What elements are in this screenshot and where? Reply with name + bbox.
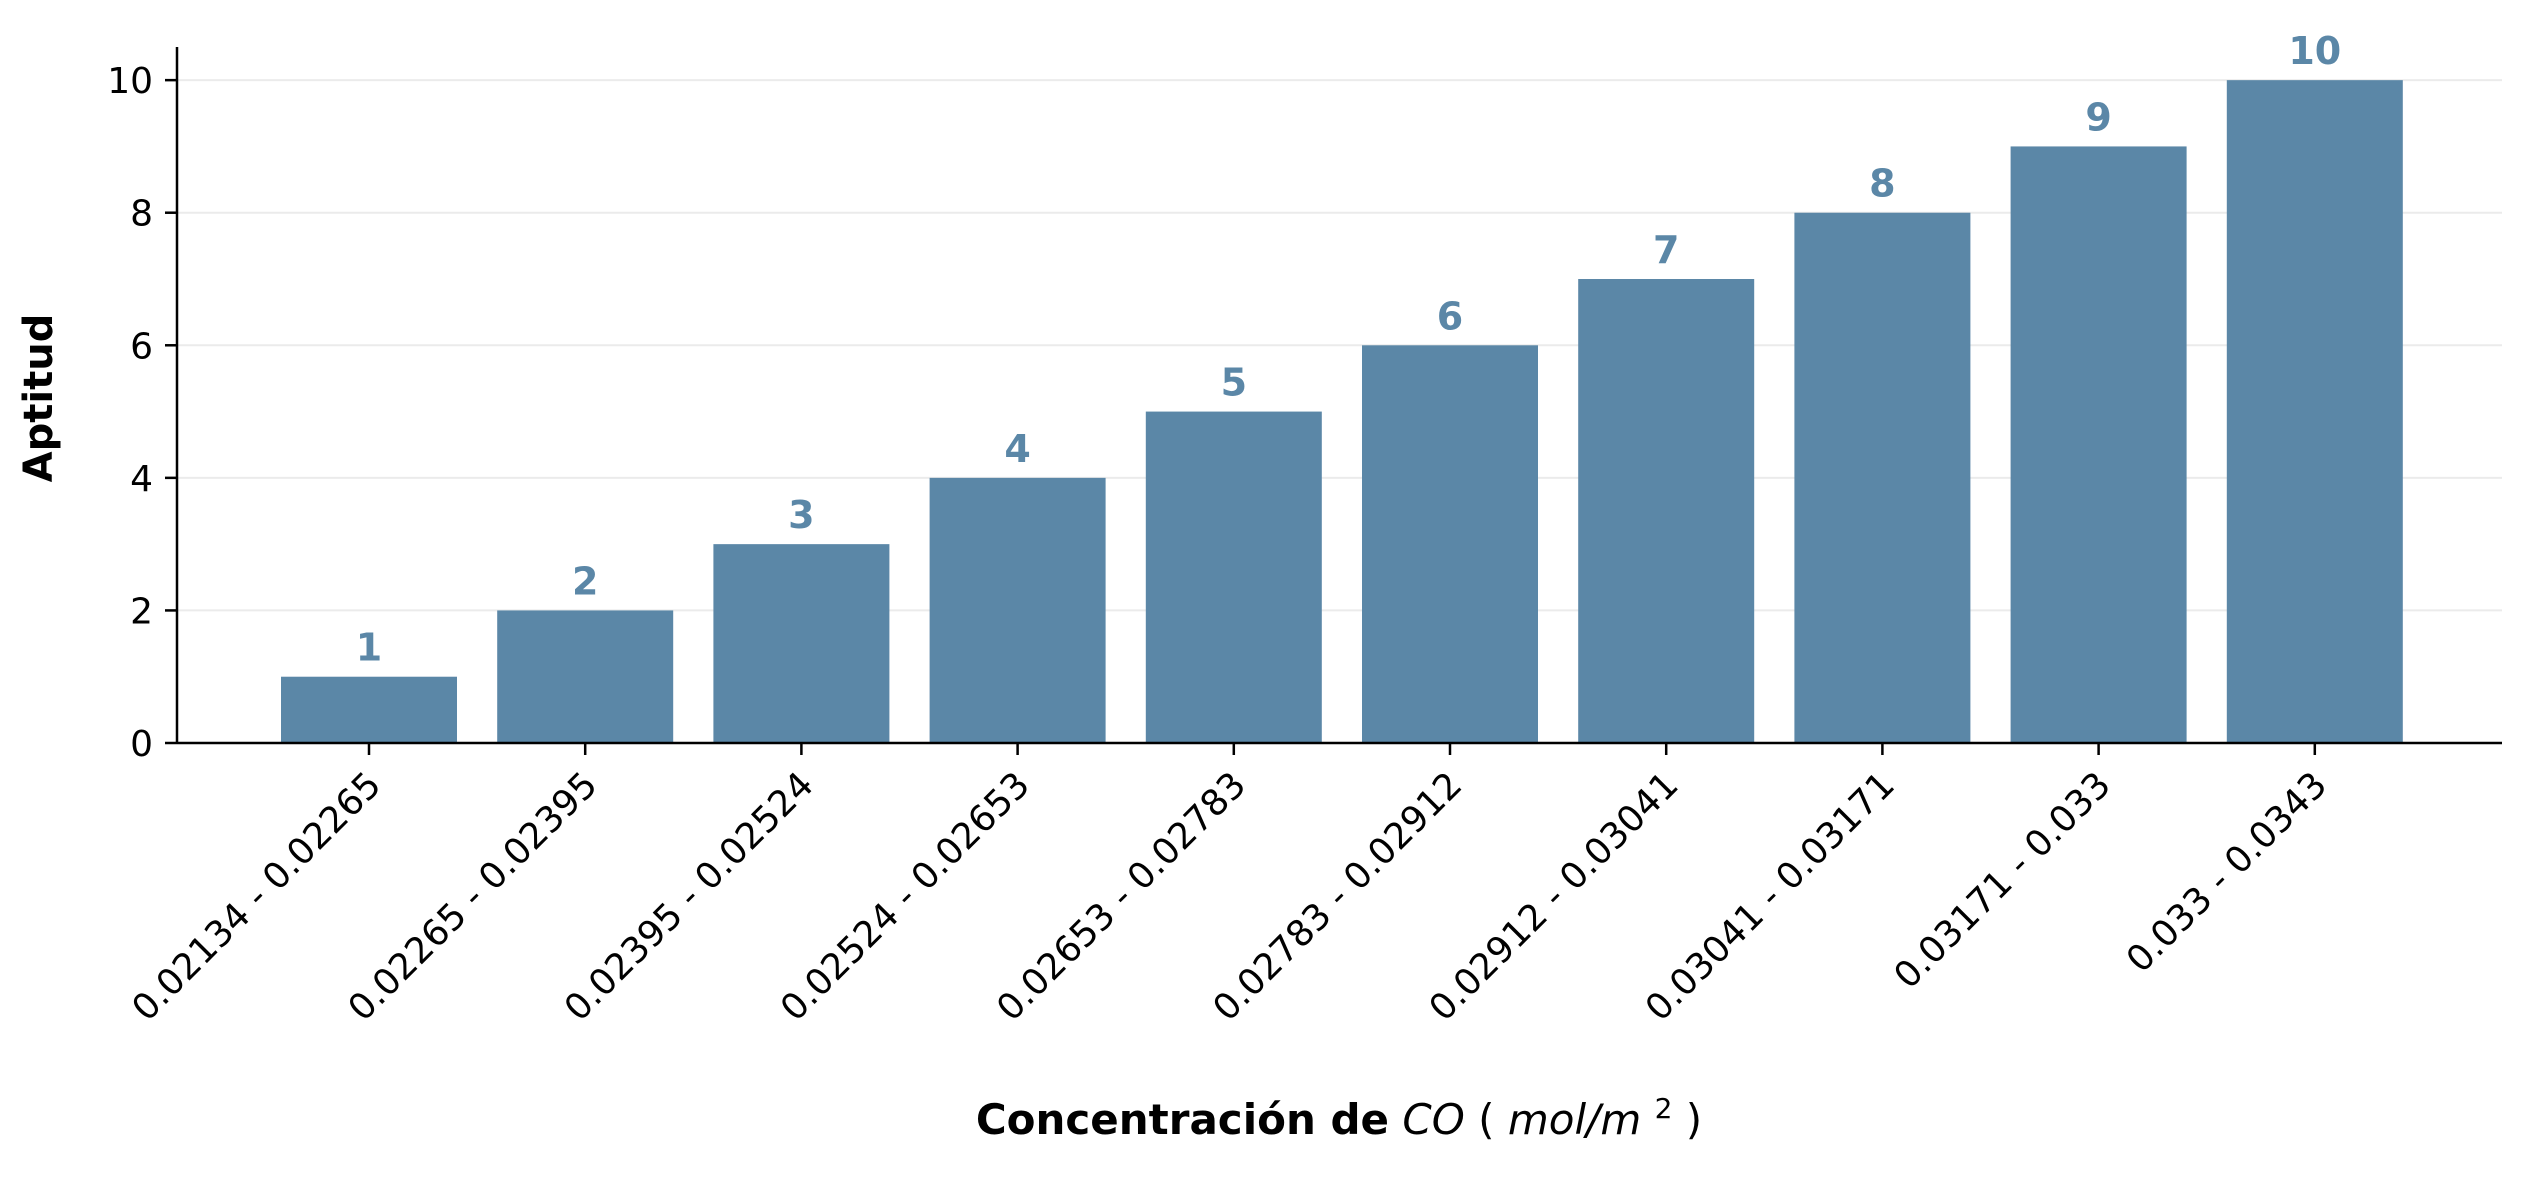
bar <box>1145 411 1322 743</box>
y-tick-label: 10 <box>107 61 153 102</box>
x-axis-title-unit-open: ( <box>1478 1095 1494 1144</box>
data-labels-layer: 1 2 3 4 5 6 7 8 9 10 <box>356 29 2341 670</box>
bar <box>2226 80 2403 743</box>
bar-value-label: 6 <box>1437 294 1463 338</box>
y-axis-title: Aptitud <box>16 314 62 483</box>
bar-value-label: 7 <box>1653 228 1679 272</box>
x-tick-label: 0.02524 - 0.02653 <box>773 764 1038 1029</box>
x-tick-label: 0.03041 - 0.03171 <box>1638 764 1903 1029</box>
y-tick-label: 8 <box>130 194 153 235</box>
x-axis-title-math: CO <box>1402 1095 1464 1144</box>
x-axis-title-unit-close: ) <box>1686 1095 1702 1144</box>
bar <box>497 610 674 743</box>
x-axis-title-unit-exponent: 2 <box>1655 1092 1673 1125</box>
bar <box>2010 146 2187 743</box>
bar-value-label: 10 <box>2288 29 2341 73</box>
bar-value-label: 9 <box>2085 95 2111 139</box>
x-tick-label: 0.03171 - 0.033 <box>1886 764 2119 997</box>
y-tick-label: 4 <box>130 459 153 500</box>
bars-layer <box>281 80 2403 743</box>
bar-value-label: 8 <box>1869 162 1895 206</box>
bar-value-label: 5 <box>1221 361 1247 405</box>
x-tick-label: 0.033 - 0.0343 <box>2119 764 2335 980</box>
x-tick-label: 0.02395 - 0.02524 <box>557 764 822 1029</box>
bar-value-label: 4 <box>1004 427 1030 471</box>
bar-value-label: 2 <box>572 559 598 603</box>
axes-layer <box>175 47 2502 745</box>
x-axis-title-text: Concentración de <box>976 1095 1389 1144</box>
x-tick-label: 0.02912 - 0.03041 <box>1422 764 1687 1029</box>
bar <box>1578 279 1755 743</box>
bar-value-label: 1 <box>356 626 382 670</box>
bar <box>281 676 457 743</box>
y-tick-label: 2 <box>130 591 153 632</box>
x-axis-title-unit: mol/m <box>1508 1095 1641 1144</box>
bar <box>1362 345 1538 743</box>
y-tick-label: 6 <box>130 326 153 367</box>
bar-value-label: 3 <box>788 493 814 537</box>
x-tick-label: 0.02265 - 0.02395 <box>341 764 606 1029</box>
bar <box>1794 212 1971 743</box>
y-tick-label: 0 <box>130 724 153 765</box>
y-ticks-layer: 0 2 4 6 8 10 <box>107 61 177 765</box>
x-axis-title: Concentración de CO ( mol/m 2 ) <box>976 1079 1702 1144</box>
x-tick-label: 0.02134 - 0.02265 <box>124 764 389 1029</box>
bar <box>929 477 1106 743</box>
bar <box>713 544 890 743</box>
x-tick-label: 0.02783 - 0.02912 <box>1205 764 1470 1029</box>
x-tick-label: 0.02653 - 0.02783 <box>989 764 1254 1029</box>
